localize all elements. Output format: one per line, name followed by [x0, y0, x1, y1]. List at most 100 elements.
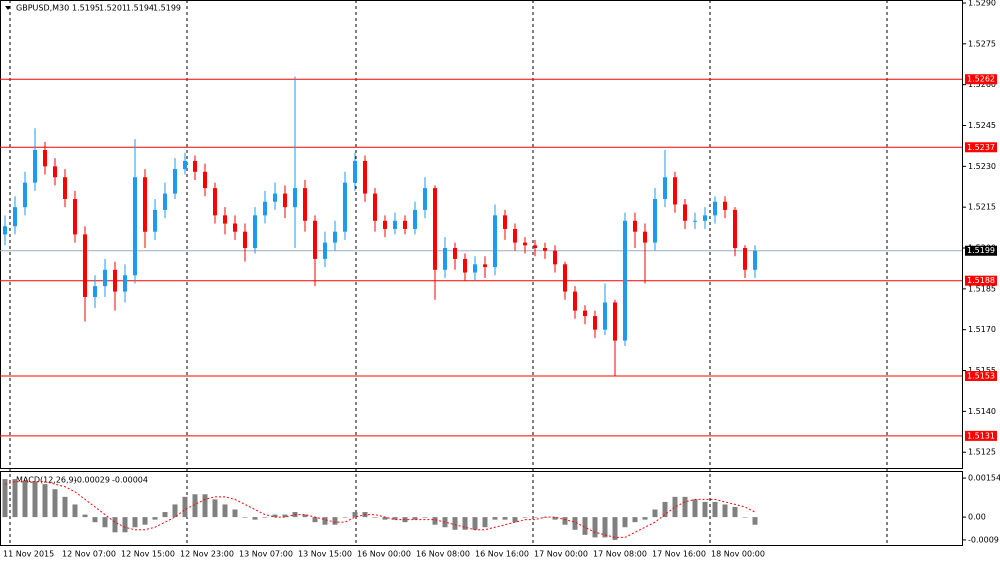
candle-body: [683, 204, 687, 221]
level-label: 1.5262: [967, 75, 995, 84]
macd-bar: [692, 499, 698, 518]
macd-bar: [392, 517, 398, 520]
menu-arrow[interactable]: [5, 6, 11, 10]
macd-bar: [702, 501, 708, 518]
candle-body: [163, 193, 167, 210]
candle-body: [363, 160, 367, 194]
y-tick-label: 1.5155: [968, 366, 996, 375]
candle-body: [473, 264, 477, 273]
macd-bar: [142, 517, 148, 525]
indicator-title: MACD(12,26,9): [16, 476, 77, 485]
macd-bar: [22, 481, 28, 518]
macd-bar: [722, 504, 728, 518]
x-tick-label: 18 Nov 00:00: [711, 550, 765, 559]
candle-body: [523, 242, 527, 246]
macd-bar: [552, 517, 558, 520]
level-tag: [965, 275, 997, 286]
candle-body: [43, 150, 47, 167]
candle-body: [463, 258, 467, 273]
candle-body: [483, 264, 487, 268]
y-tick-label: 1.5125: [968, 448, 996, 457]
price-label: 1.5199: [967, 246, 995, 255]
macd-bar: [562, 517, 568, 525]
x-tick-label: 17 Nov 00:00: [534, 550, 588, 559]
x-tick-label: 12 Nov 07:00: [62, 550, 116, 559]
candle-body: [223, 215, 227, 224]
candle-body: [113, 269, 117, 292]
level-label: 1.5153: [967, 371, 995, 380]
macd-bar: [82, 514, 88, 518]
candle-body: [743, 248, 747, 270]
y-tick-label: 1.5170: [968, 325, 996, 334]
candle-body: [83, 234, 87, 298]
reading: -0.00004: [112, 476, 148, 485]
candle-body: [133, 177, 137, 276]
candle-body: [393, 220, 397, 229]
macd-bar: [642, 517, 648, 520]
macd-bar: [202, 494, 208, 518]
y-tick-label: 1.5290: [968, 0, 996, 7]
macd-bar: [302, 514, 308, 518]
macd-bar: [752, 517, 758, 525]
macd-bar: [662, 501, 668, 518]
y-tick-label: 1.5230: [968, 162, 996, 171]
macd-bar: [242, 517, 248, 518]
candle-body: [603, 302, 607, 330]
x-tick-label: 13 Nov 15:00: [298, 550, 352, 559]
macd-bar: [322, 517, 328, 525]
macd-bar: [652, 509, 658, 518]
candle-body: [633, 220, 637, 232]
macd-bar: [622, 517, 628, 528]
candle-body: [343, 182, 347, 232]
macd-bar: [132, 517, 138, 528]
y-tick-label: 1.5185: [968, 284, 996, 293]
macd-bar: [672, 496, 678, 518]
macd-bar: [352, 512, 358, 518]
candle-body: [383, 220, 387, 229]
candle-body: [303, 188, 307, 221]
candle-body: [123, 275, 127, 292]
candle-body: [553, 250, 557, 265]
y-tick-label: 1.5140: [968, 407, 996, 416]
candle-body: [23, 182, 27, 208]
macd-bar: [52, 489, 58, 518]
y-tick-label: 0.00: [968, 513, 986, 522]
macd-bar: [162, 512, 168, 518]
macd-bar: [372, 517, 378, 518]
x-tick-label: 13 Nov 07:00: [239, 550, 293, 559]
macd-bar: [632, 517, 638, 523]
macd-bar: [412, 517, 418, 520]
candle-body: [513, 228, 517, 243]
candle-body: [733, 209, 737, 249]
signal-line: [4, 481, 756, 538]
candle-body: [623, 220, 627, 341]
candle-body: [643, 231, 647, 243]
macd-bar: [612, 517, 618, 540]
candle-body: [193, 160, 197, 172]
candle-body: [213, 188, 217, 216]
y-tick-label: 1.5215: [968, 203, 996, 212]
reading: 1.5199: [153, 4, 181, 13]
macd-bar: [282, 514, 288, 518]
candle-body: [143, 177, 147, 232]
main-frame: [0, 0, 963, 469]
candle-body: [313, 220, 317, 259]
y-tick-label: -0.0009: [968, 535, 999, 544]
macd-bar: [682, 496, 688, 518]
macd-bar: [432, 517, 438, 525]
macd-frame: [0, 471, 963, 546]
price-tag: [965, 245, 997, 256]
macd-bar: [312, 517, 318, 523]
y-tick-label: 1.5245: [968, 121, 996, 130]
macd-bar: [12, 479, 18, 518]
macd-bar: [112, 517, 118, 533]
macd-bar: [452, 517, 458, 530]
macd-bar: [602, 517, 608, 538]
macd-bar: [332, 517, 338, 525]
macd-bar: [462, 517, 468, 530]
candle-body: [93, 286, 97, 298]
candle-body: [353, 160, 357, 183]
macd-bar: [92, 517, 98, 523]
candle-body: [563, 264, 567, 292]
